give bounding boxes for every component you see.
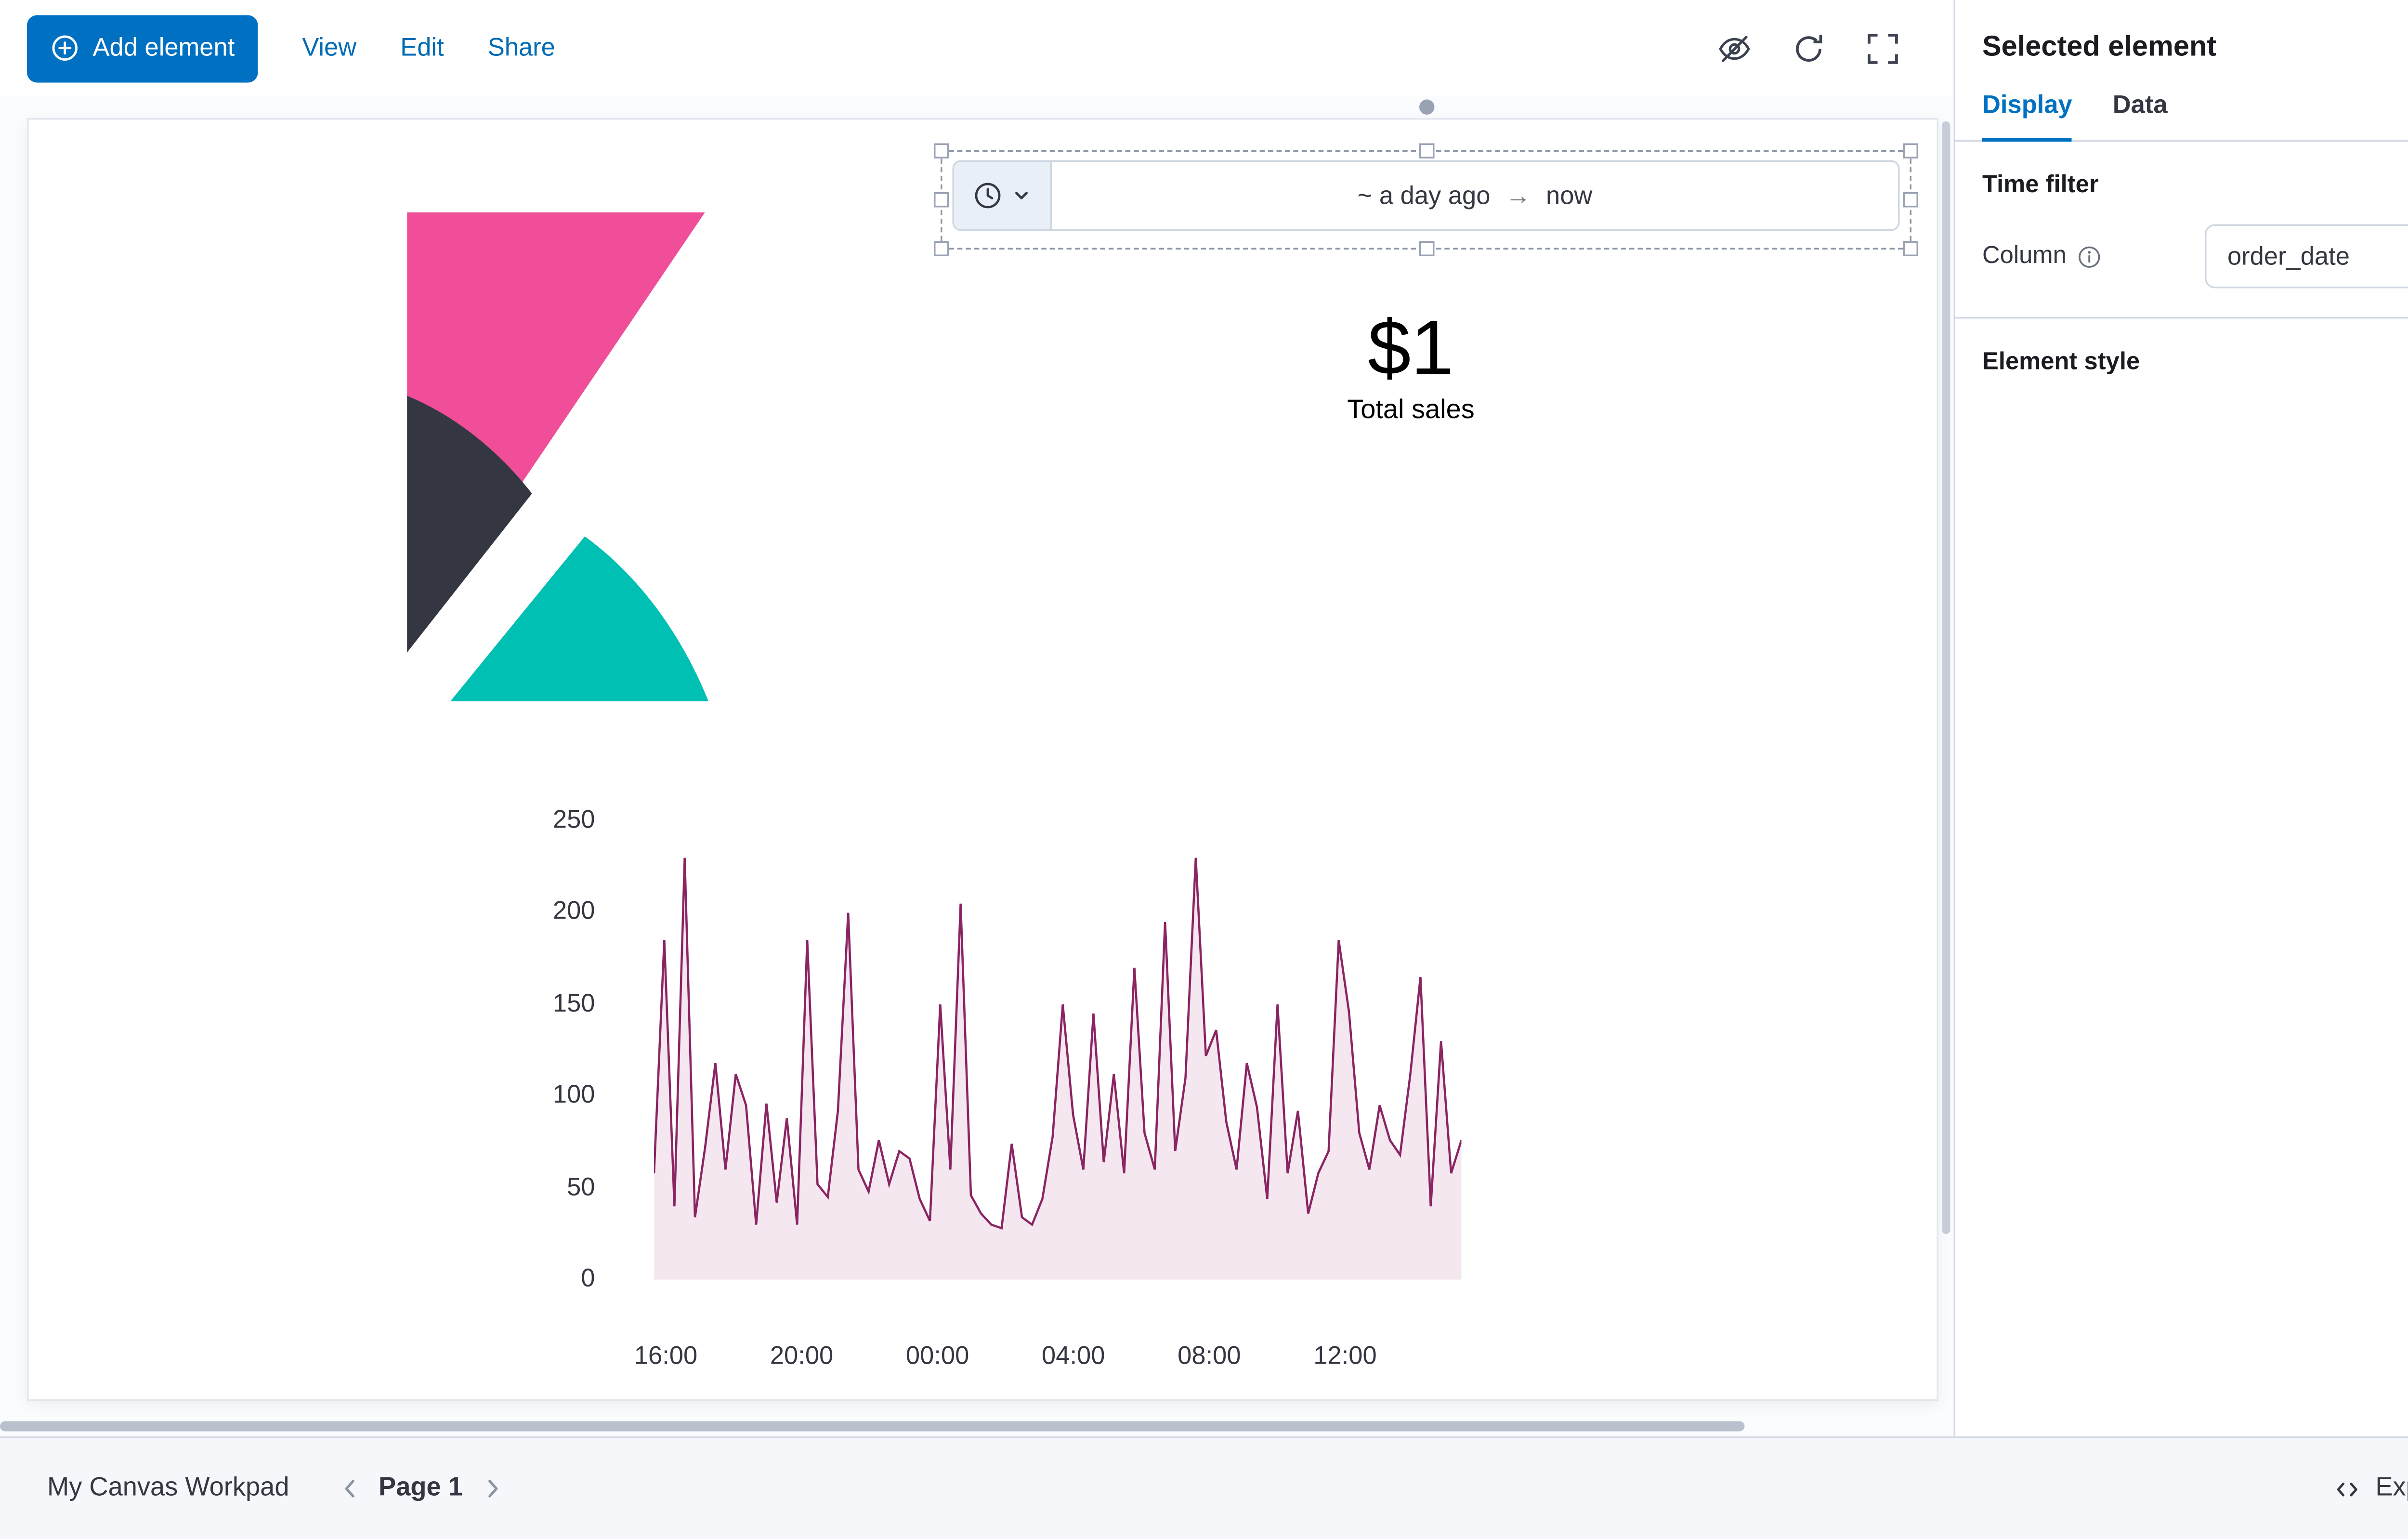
time-filter-range-text: ~ a day ago → now bbox=[1052, 162, 1898, 229]
workpad-title[interactable]: My Canvas Workpad bbox=[47, 1473, 289, 1502]
refresh-icon[interactable] bbox=[1792, 31, 1826, 65]
area-chart-y-axis: 0 50 100 150 200 250 bbox=[427, 806, 595, 1293]
expression-editor-label: Expression editor bbox=[2375, 1473, 2408, 1502]
resize-handle-middle-right[interactable] bbox=[1903, 192, 1918, 208]
metric-element[interactable]: $1 Total sales bbox=[1234, 305, 1588, 427]
area-chart-plot[interactable] bbox=[653, 821, 1463, 1280]
y-axis-label: 150 bbox=[552, 989, 595, 1018]
area-chart-x-axis: 16:00 20:00 00:00 04:00 08:00 12:00 bbox=[634, 1342, 1462, 1376]
area-chart-line bbox=[653, 857, 1463, 1230]
footer-bar: My Canvas Workpad Page 1 Expression edit… bbox=[0, 1436, 2408, 1539]
time-filter-section-heading: Time filter bbox=[1982, 172, 2099, 199]
add-element-button[interactable]: Add element bbox=[27, 14, 259, 82]
canvas-area: ~ a day ago → now $1 Total sales 0 50 100 1… bbox=[0, 96, 1954, 1436]
resize-handle-top-right[interactable] bbox=[1903, 143, 1918, 158]
y-axis-label: 100 bbox=[552, 1081, 595, 1110]
kibana-logo-teal-shape bbox=[450, 536, 709, 701]
resize-handle-top-left[interactable] bbox=[934, 143, 949, 158]
resize-handle-middle-left[interactable] bbox=[934, 192, 949, 208]
metric-label: Total sales bbox=[1347, 396, 1475, 425]
column-label: Column bbox=[1982, 243, 2067, 270]
previous-page-chevron-left-icon[interactable] bbox=[337, 1475, 364, 1502]
kibana-logo-dark-shape bbox=[407, 395, 532, 653]
fullscreen-icon[interactable] bbox=[1866, 31, 1900, 65]
layer-order-controls bbox=[2402, 34, 2408, 61]
plus-circle-icon bbox=[51, 34, 79, 63]
add-element-label: Add element bbox=[92, 34, 235, 63]
time-filter-dropdown-button[interactable] bbox=[954, 162, 1052, 229]
y-axis-label: 0 bbox=[581, 1264, 595, 1293]
y-axis-label: 200 bbox=[552, 897, 595, 926]
x-axis-label: 08:00 bbox=[1178, 1342, 1241, 1371]
time-filter-element-selection[interactable]: ~ a day ago → now bbox=[934, 99, 1918, 256]
column-input[interactable] bbox=[2205, 224, 2408, 289]
top-toolbar: Add element View Edit Share bbox=[0, 0, 1954, 96]
resize-handle-bottom-middle[interactable] bbox=[1418, 241, 1434, 256]
panel-tabs: Display Data bbox=[1955, 91, 2408, 142]
selected-element-panel: Selected element Display Data bbox=[1953, 0, 2408, 1436]
move-to-top-arrow-up-icon[interactable] bbox=[2402, 34, 2408, 61]
time-range-to: now bbox=[1545, 181, 1593, 210]
resize-handle-bottom-right[interactable] bbox=[1903, 241, 1918, 256]
hide-editing-controls-eye-slash-icon[interactable] bbox=[1718, 31, 1752, 65]
main-area: Add element View Edit Share bbox=[0, 0, 1954, 1436]
menu-view[interactable]: View bbox=[302, 34, 357, 63]
panel-title: Selected element bbox=[1982, 30, 2217, 63]
menu-edit[interactable]: Edit bbox=[400, 34, 444, 63]
chevron-down-icon bbox=[1011, 185, 1032, 206]
page-label[interactable]: Page 1 bbox=[379, 1473, 463, 1502]
metric-value: $1 bbox=[1367, 303, 1454, 391]
next-page-chevron-right-icon[interactable] bbox=[478, 1475, 505, 1502]
clock-icon bbox=[973, 181, 1003, 211]
arrow-right-icon: → bbox=[1505, 181, 1531, 210]
time-range-from: ~ a day ago bbox=[1357, 181, 1491, 210]
code-icon bbox=[2333, 1474, 2362, 1503]
tab-data[interactable]: Data bbox=[2112, 91, 2168, 120]
x-axis-label: 20:00 bbox=[770, 1342, 834, 1371]
time-filter-control[interactable]: ~ a day ago → now bbox=[952, 160, 1900, 231]
x-axis-label: 00:00 bbox=[905, 1342, 969, 1371]
panel-header: Selected element bbox=[1955, 0, 2408, 91]
x-axis-label: 16:00 bbox=[634, 1342, 698, 1371]
resize-handle-bottom-left[interactable] bbox=[934, 241, 949, 256]
rotation-handle[interactable] bbox=[1418, 99, 1434, 115]
y-axis-label: 50 bbox=[567, 1172, 595, 1202]
column-setting-row: Column Set bbox=[1955, 201, 2408, 319]
column-label-wrap: Column bbox=[1982, 243, 2102, 270]
element-style-section-row: Element style bbox=[1955, 319, 2408, 378]
kibana-logo-pink-shape bbox=[407, 212, 705, 653]
info-icon bbox=[2077, 244, 2102, 269]
x-axis-label: 04:00 bbox=[1042, 1342, 1105, 1371]
y-axis-label: 250 bbox=[552, 806, 595, 835]
area-chart-fill bbox=[654, 857, 1462, 1280]
menu-share[interactable]: Share bbox=[487, 34, 555, 63]
toolbar-icon-group bbox=[1718, 31, 1900, 65]
x-axis-label: 12:00 bbox=[1313, 1342, 1377, 1371]
expression-editor-button[interactable]: Expression editor bbox=[2333, 1473, 2408, 1504]
resize-handle-top-middle[interactable] bbox=[1418, 143, 1434, 158]
vertical-scrollbar[interactable] bbox=[1942, 121, 1950, 1234]
horizontal-scrollbar[interactable] bbox=[0, 1421, 1745, 1432]
kibana-logo-image-element[interactable] bbox=[359, 212, 744, 701]
element-style-section-heading: Element style bbox=[1982, 349, 2140, 376]
workpad-page[interactable]: ~ a day ago → now $1 Total sales 0 50 100 1… bbox=[27, 99, 1938, 1401]
page-navigator: Page 1 bbox=[337, 1473, 505, 1504]
tab-display[interactable]: Display bbox=[1982, 91, 2072, 142]
time-filter-section-row: Time filter bbox=[1955, 142, 2408, 201]
